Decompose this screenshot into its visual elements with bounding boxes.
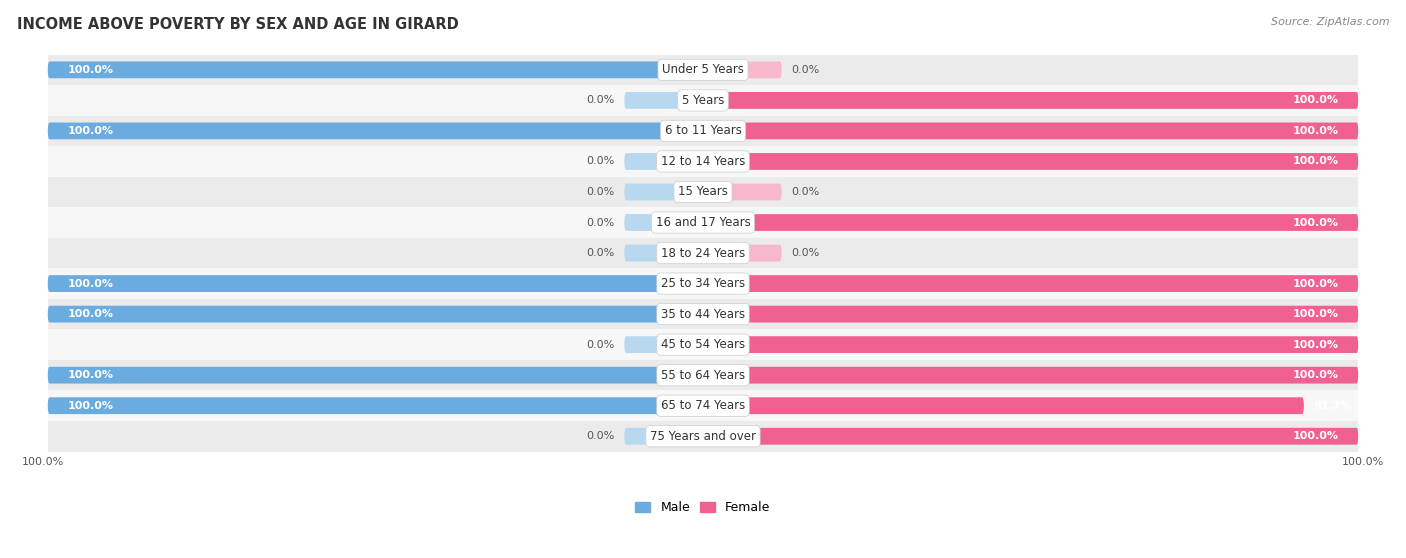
Text: 100.0%: 100.0% — [67, 309, 114, 319]
FancyBboxPatch shape — [703, 306, 1358, 323]
FancyBboxPatch shape — [48, 367, 703, 383]
Text: 0.0%: 0.0% — [586, 156, 614, 166]
FancyBboxPatch shape — [48, 61, 703, 78]
Text: 100.0%: 100.0% — [67, 65, 114, 75]
Bar — [48, 391, 1358, 421]
Text: 35 to 44 Years: 35 to 44 Years — [661, 307, 745, 321]
Text: 15 Years: 15 Years — [678, 185, 728, 199]
Text: 100.0%: 100.0% — [67, 370, 114, 380]
FancyBboxPatch shape — [703, 184, 782, 200]
Text: 100.0%: 100.0% — [1292, 95, 1339, 105]
FancyBboxPatch shape — [703, 244, 782, 262]
Bar — [48, 116, 1358, 146]
FancyBboxPatch shape — [624, 214, 703, 231]
Text: 100.0%: 100.0% — [1292, 156, 1339, 166]
Text: 0.0%: 0.0% — [586, 95, 614, 105]
Bar — [48, 329, 1358, 360]
FancyBboxPatch shape — [624, 92, 703, 109]
Text: 100.0%: 100.0% — [1292, 278, 1339, 288]
Text: 100.0%: 100.0% — [1292, 340, 1339, 350]
FancyBboxPatch shape — [703, 367, 1358, 383]
Bar — [48, 85, 1358, 116]
Legend: Male, Female: Male, Female — [630, 496, 776, 519]
Bar — [48, 268, 1358, 299]
FancyBboxPatch shape — [703, 153, 1358, 170]
FancyBboxPatch shape — [703, 336, 1358, 353]
Text: 0.0%: 0.0% — [586, 248, 614, 258]
Text: Source: ZipAtlas.com: Source: ZipAtlas.com — [1271, 17, 1389, 27]
Text: 0.0%: 0.0% — [586, 340, 614, 350]
Text: 100.0%: 100.0% — [1292, 431, 1339, 441]
FancyBboxPatch shape — [624, 244, 703, 262]
FancyBboxPatch shape — [48, 397, 703, 414]
Text: 100.0%: 100.0% — [1292, 370, 1339, 380]
Text: 100.0%: 100.0% — [1343, 457, 1385, 467]
FancyBboxPatch shape — [624, 336, 703, 353]
FancyBboxPatch shape — [48, 306, 703, 323]
Text: INCOME ABOVE POVERTY BY SEX AND AGE IN GIRARD: INCOME ABOVE POVERTY BY SEX AND AGE IN G… — [17, 17, 458, 32]
FancyBboxPatch shape — [703, 214, 1358, 231]
FancyBboxPatch shape — [703, 61, 782, 78]
Text: 100.0%: 100.0% — [1292, 309, 1339, 319]
FancyBboxPatch shape — [703, 92, 1358, 109]
Text: 6 to 11 Years: 6 to 11 Years — [665, 124, 741, 137]
Text: 0.0%: 0.0% — [792, 65, 820, 75]
Text: 100.0%: 100.0% — [1292, 126, 1339, 136]
FancyBboxPatch shape — [703, 428, 1358, 445]
Bar — [48, 421, 1358, 451]
Text: 55 to 64 Years: 55 to 64 Years — [661, 369, 745, 382]
FancyBboxPatch shape — [48, 275, 703, 292]
Text: 75 Years and over: 75 Years and over — [650, 430, 756, 442]
Text: 0.0%: 0.0% — [586, 187, 614, 197]
Bar — [48, 360, 1358, 391]
FancyBboxPatch shape — [703, 275, 1358, 292]
Text: 100.0%: 100.0% — [21, 457, 63, 467]
FancyBboxPatch shape — [624, 153, 703, 170]
Text: 18 to 24 Years: 18 to 24 Years — [661, 247, 745, 259]
Text: 0.0%: 0.0% — [792, 187, 820, 197]
FancyBboxPatch shape — [703, 123, 1358, 140]
Bar — [48, 207, 1358, 238]
FancyBboxPatch shape — [624, 428, 703, 445]
Bar — [48, 146, 1358, 177]
Bar — [48, 299, 1358, 329]
FancyBboxPatch shape — [703, 397, 1303, 414]
Text: 25 to 34 Years: 25 to 34 Years — [661, 277, 745, 290]
Bar — [48, 238, 1358, 268]
Text: Under 5 Years: Under 5 Years — [662, 64, 744, 76]
Text: 5 Years: 5 Years — [682, 94, 724, 107]
Text: 100.0%: 100.0% — [1292, 218, 1339, 228]
Text: 0.0%: 0.0% — [586, 218, 614, 228]
Text: 100.0%: 100.0% — [67, 278, 114, 288]
Text: 100.0%: 100.0% — [67, 401, 114, 411]
FancyBboxPatch shape — [48, 123, 703, 140]
Text: 0.0%: 0.0% — [792, 248, 820, 258]
Text: 12 to 14 Years: 12 to 14 Years — [661, 155, 745, 168]
Text: 91.7%: 91.7% — [1313, 401, 1353, 411]
Bar — [48, 177, 1358, 207]
Text: 0.0%: 0.0% — [586, 431, 614, 441]
Text: 45 to 54 Years: 45 to 54 Years — [661, 338, 745, 351]
Text: 16 and 17 Years: 16 and 17 Years — [655, 216, 751, 229]
Text: 65 to 74 Years: 65 to 74 Years — [661, 399, 745, 412]
Text: 100.0%: 100.0% — [67, 126, 114, 136]
FancyBboxPatch shape — [624, 184, 703, 200]
Bar — [48, 55, 1358, 85]
